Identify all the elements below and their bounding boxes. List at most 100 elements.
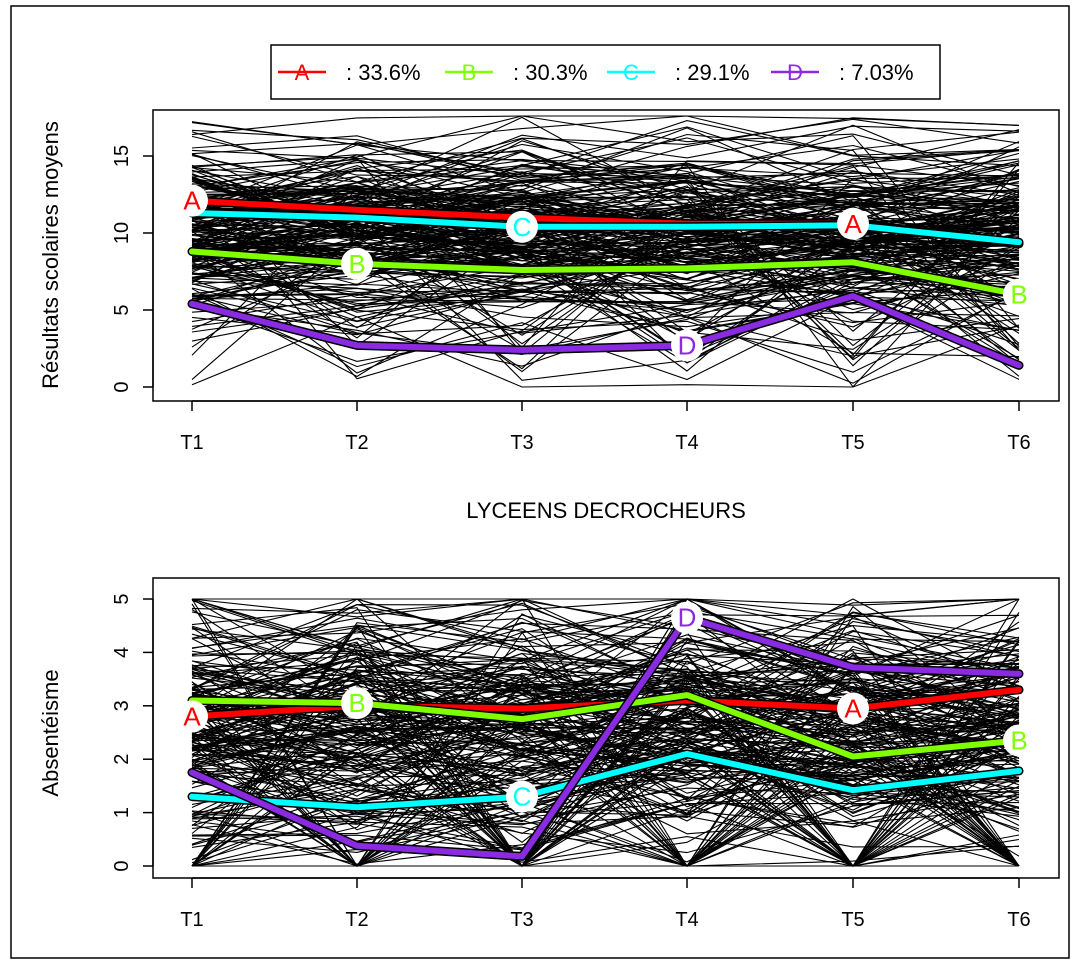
background-trajectory <box>191 279 1020 384</box>
background-trajectory <box>191 701 1020 867</box>
background-trajectory <box>191 220 1020 350</box>
background-trajectory <box>191 726 1020 867</box>
background-trajectory <box>191 656 1020 751</box>
top-series-label-a: A <box>844 209 862 239</box>
background-trajectory <box>191 220 1020 362</box>
top-y-tick-label: 0 <box>111 381 133 392</box>
top-x-tick-label: T4 <box>675 432 698 454</box>
background-trajectory <box>191 229 1020 366</box>
legend: A: 33.6% B: 30.3% C: 29.1% D: 7.03% <box>270 44 941 100</box>
legend-pct-d: : 7.03% <box>839 60 914 85</box>
top-chart: A A B B C D T1 T2 T3 T4 T5 T6 0 5 10 15 Résultats scol… <box>38 109 1060 454</box>
bottom-series-marker-a <box>176 700 208 733</box>
bottom-series-label-a: A <box>844 693 862 723</box>
background-trajectory <box>191 117 1020 194</box>
background-trajectory <box>191 288 1020 332</box>
top-series-label-b: B <box>1010 280 1027 310</box>
background-trajectory <box>191 254 1020 373</box>
background-trajectory <box>191 766 1020 867</box>
background-trajectory <box>191 248 1020 322</box>
bottom-y-tick-label: 1 <box>111 807 133 818</box>
background-trajectory <box>191 115 1020 136</box>
background-trajectory <box>191 616 1020 692</box>
background-trajectory <box>191 225 1020 271</box>
top-series-line-c <box>189 210 1022 246</box>
background-trajectory <box>191 135 1020 188</box>
bottom-y-tick-label: 0 <box>111 860 133 871</box>
bottom-y-axis-label: Absentéisme <box>38 669 63 796</box>
background-trajectory <box>191 751 1020 867</box>
background-trajectory <box>191 176 1020 241</box>
background-trajectory <box>191 115 1020 176</box>
legend-letter-d: D <box>787 60 803 85</box>
background-trajectory <box>191 600 1020 739</box>
background-trajectory <box>191 742 1020 867</box>
top-series-label-d: D <box>678 330 697 360</box>
bottom-series-marker-c <box>506 780 538 813</box>
bottom-y-tick-label: 5 <box>111 593 133 604</box>
background-trajectory <box>191 287 1020 334</box>
background-trajectory <box>191 213 1020 378</box>
background-trajectory <box>191 283 1020 341</box>
bottom-series-label-d: D <box>678 603 697 633</box>
bottom-x-tick-label: T4 <box>675 909 698 931</box>
background-trajectory <box>191 245 1020 357</box>
background-trajectory <box>191 598 1020 680</box>
bottom-series-marker-a <box>837 692 869 725</box>
background-trajectory <box>191 137 1020 184</box>
bottom-y-tick-label: 3 <box>111 700 133 711</box>
background-trajectory <box>191 741 1020 812</box>
background-trajectory <box>191 164 1020 388</box>
background-trajectory <box>191 598 1020 669</box>
background-trajectory <box>191 694 1020 802</box>
top-series-label-c: C <box>513 212 532 242</box>
legend-letter-b: B <box>462 60 477 85</box>
background-trajectory <box>191 179 1020 367</box>
background-trajectory <box>191 667 1020 727</box>
top-series-marker-b <box>341 247 373 280</box>
background-trajectory <box>191 199 1020 364</box>
background-trajectory <box>191 316 1020 388</box>
background-trajectory <box>191 751 1020 867</box>
background-trajectory <box>191 162 1020 206</box>
bottom-series-line-d <box>189 614 1022 860</box>
background-trajectory <box>191 289 1020 345</box>
background-trajectory <box>192 746 1020 867</box>
background-trajectory <box>191 649 1020 777</box>
legend-letter-c: C <box>623 60 639 85</box>
top-series-marker-c <box>506 210 538 243</box>
background-trajectory <box>191 598 1020 691</box>
legend-letter-a: A <box>295 60 310 85</box>
background-trajectory <box>191 141 1020 212</box>
top-cluster-lines: A A B B C D <box>176 184 1035 370</box>
top-series-marker-a <box>837 207 869 240</box>
top-x-tick-label: T5 <box>841 432 864 454</box>
bottom-series-marker-b <box>1003 724 1035 757</box>
background-trajectory <box>191 630 1020 711</box>
top-y-tick-label: 15 <box>111 145 133 167</box>
background-trajectory <box>191 125 1020 200</box>
background-trajectory <box>191 599 1020 867</box>
background-trajectory <box>191 688 1020 786</box>
top-series-marker-b <box>1003 278 1035 311</box>
background-trajectory <box>191 618 1020 755</box>
background-trajectory <box>191 638 1020 697</box>
bottom-series-label-b: B <box>348 688 365 718</box>
background-trajectory <box>191 628 1020 759</box>
background-trajectory <box>191 753 1020 834</box>
background-trajectory <box>191 598 1020 733</box>
background-trajectory <box>191 796 1020 867</box>
background-trajectory <box>191 708 1020 813</box>
background-trajectory <box>191 207 1020 262</box>
legend-pct-a: : 33.6% <box>346 60 421 85</box>
bottom-x-tick-label: T2 <box>345 909 368 931</box>
top-series-marker-a <box>176 184 208 217</box>
bottom-background-trajectories <box>191 598 1020 868</box>
bottom-x-tick-label: T3 <box>510 909 533 931</box>
background-trajectory <box>191 228 1020 323</box>
bottom-series-line-c <box>189 750 1022 811</box>
background-trajectory <box>191 682 1020 867</box>
top-x-tick-label: T2 <box>345 432 368 454</box>
background-trajectory <box>191 176 1020 370</box>
